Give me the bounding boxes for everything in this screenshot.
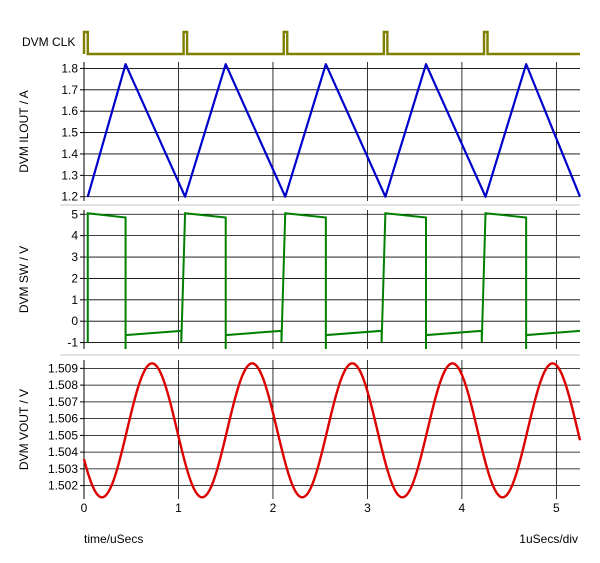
y-tick-label: 4: [71, 229, 78, 243]
y-tick-label: 1.503: [48, 462, 78, 476]
y-tick-label: 1.506: [48, 412, 78, 426]
x-tick-label: 2: [270, 501, 277, 515]
y-tick-label: 1.505: [48, 428, 78, 442]
y-tick-label: 1.509: [48, 361, 78, 375]
x-tick-label: 0: [81, 501, 88, 515]
vout-trace: [82, 362, 582, 499]
y-axis-label: DVM SW / V: [17, 246, 31, 313]
y-tick-label: -1: [67, 336, 78, 350]
y-tick-label: 1.2: [61, 190, 78, 204]
x-tick-label: 3: [364, 501, 371, 515]
y-axis-label: DVM ILOUT / A: [17, 90, 31, 172]
y-tick-label: 2: [71, 271, 78, 285]
y-tick-label: 1.5: [61, 126, 78, 140]
x-tick-label: 4: [459, 501, 466, 515]
y-tick-label: 1.504: [48, 445, 78, 459]
sw-trace: [86, 212, 581, 349]
y-tick-label: 1.508: [48, 378, 78, 392]
y-tick-label: 5: [71, 207, 78, 221]
y-axis-label: DVM VOUT / V: [17, 389, 31, 470]
y-axis-label: DVM CLK: [22, 35, 75, 49]
y-tick-label: 1.3: [61, 168, 78, 182]
y-tick-label: 1.507: [48, 395, 78, 409]
x-tick-label: 5: [553, 501, 560, 515]
clk-trace: [82, 30, 580, 56]
y-tick-label: 1.6: [61, 104, 78, 118]
ilout-trace: [86, 63, 582, 198]
x-axis-label: time/uSecs: [84, 532, 143, 546]
y-tick-label: 1.8: [61, 61, 78, 75]
y-tick-label: 1.4: [61, 147, 78, 161]
y-tick-label: 0: [71, 314, 78, 328]
y-tick-label: 1.502: [48, 479, 78, 493]
y-tick-label: 1.7: [61, 83, 78, 97]
y-tick-label: 1: [71, 293, 78, 307]
x-scale-label: 1uSecs/div: [519, 532, 578, 546]
x-tick-label: 1: [175, 501, 182, 515]
y-tick-label: 3: [71, 250, 78, 264]
